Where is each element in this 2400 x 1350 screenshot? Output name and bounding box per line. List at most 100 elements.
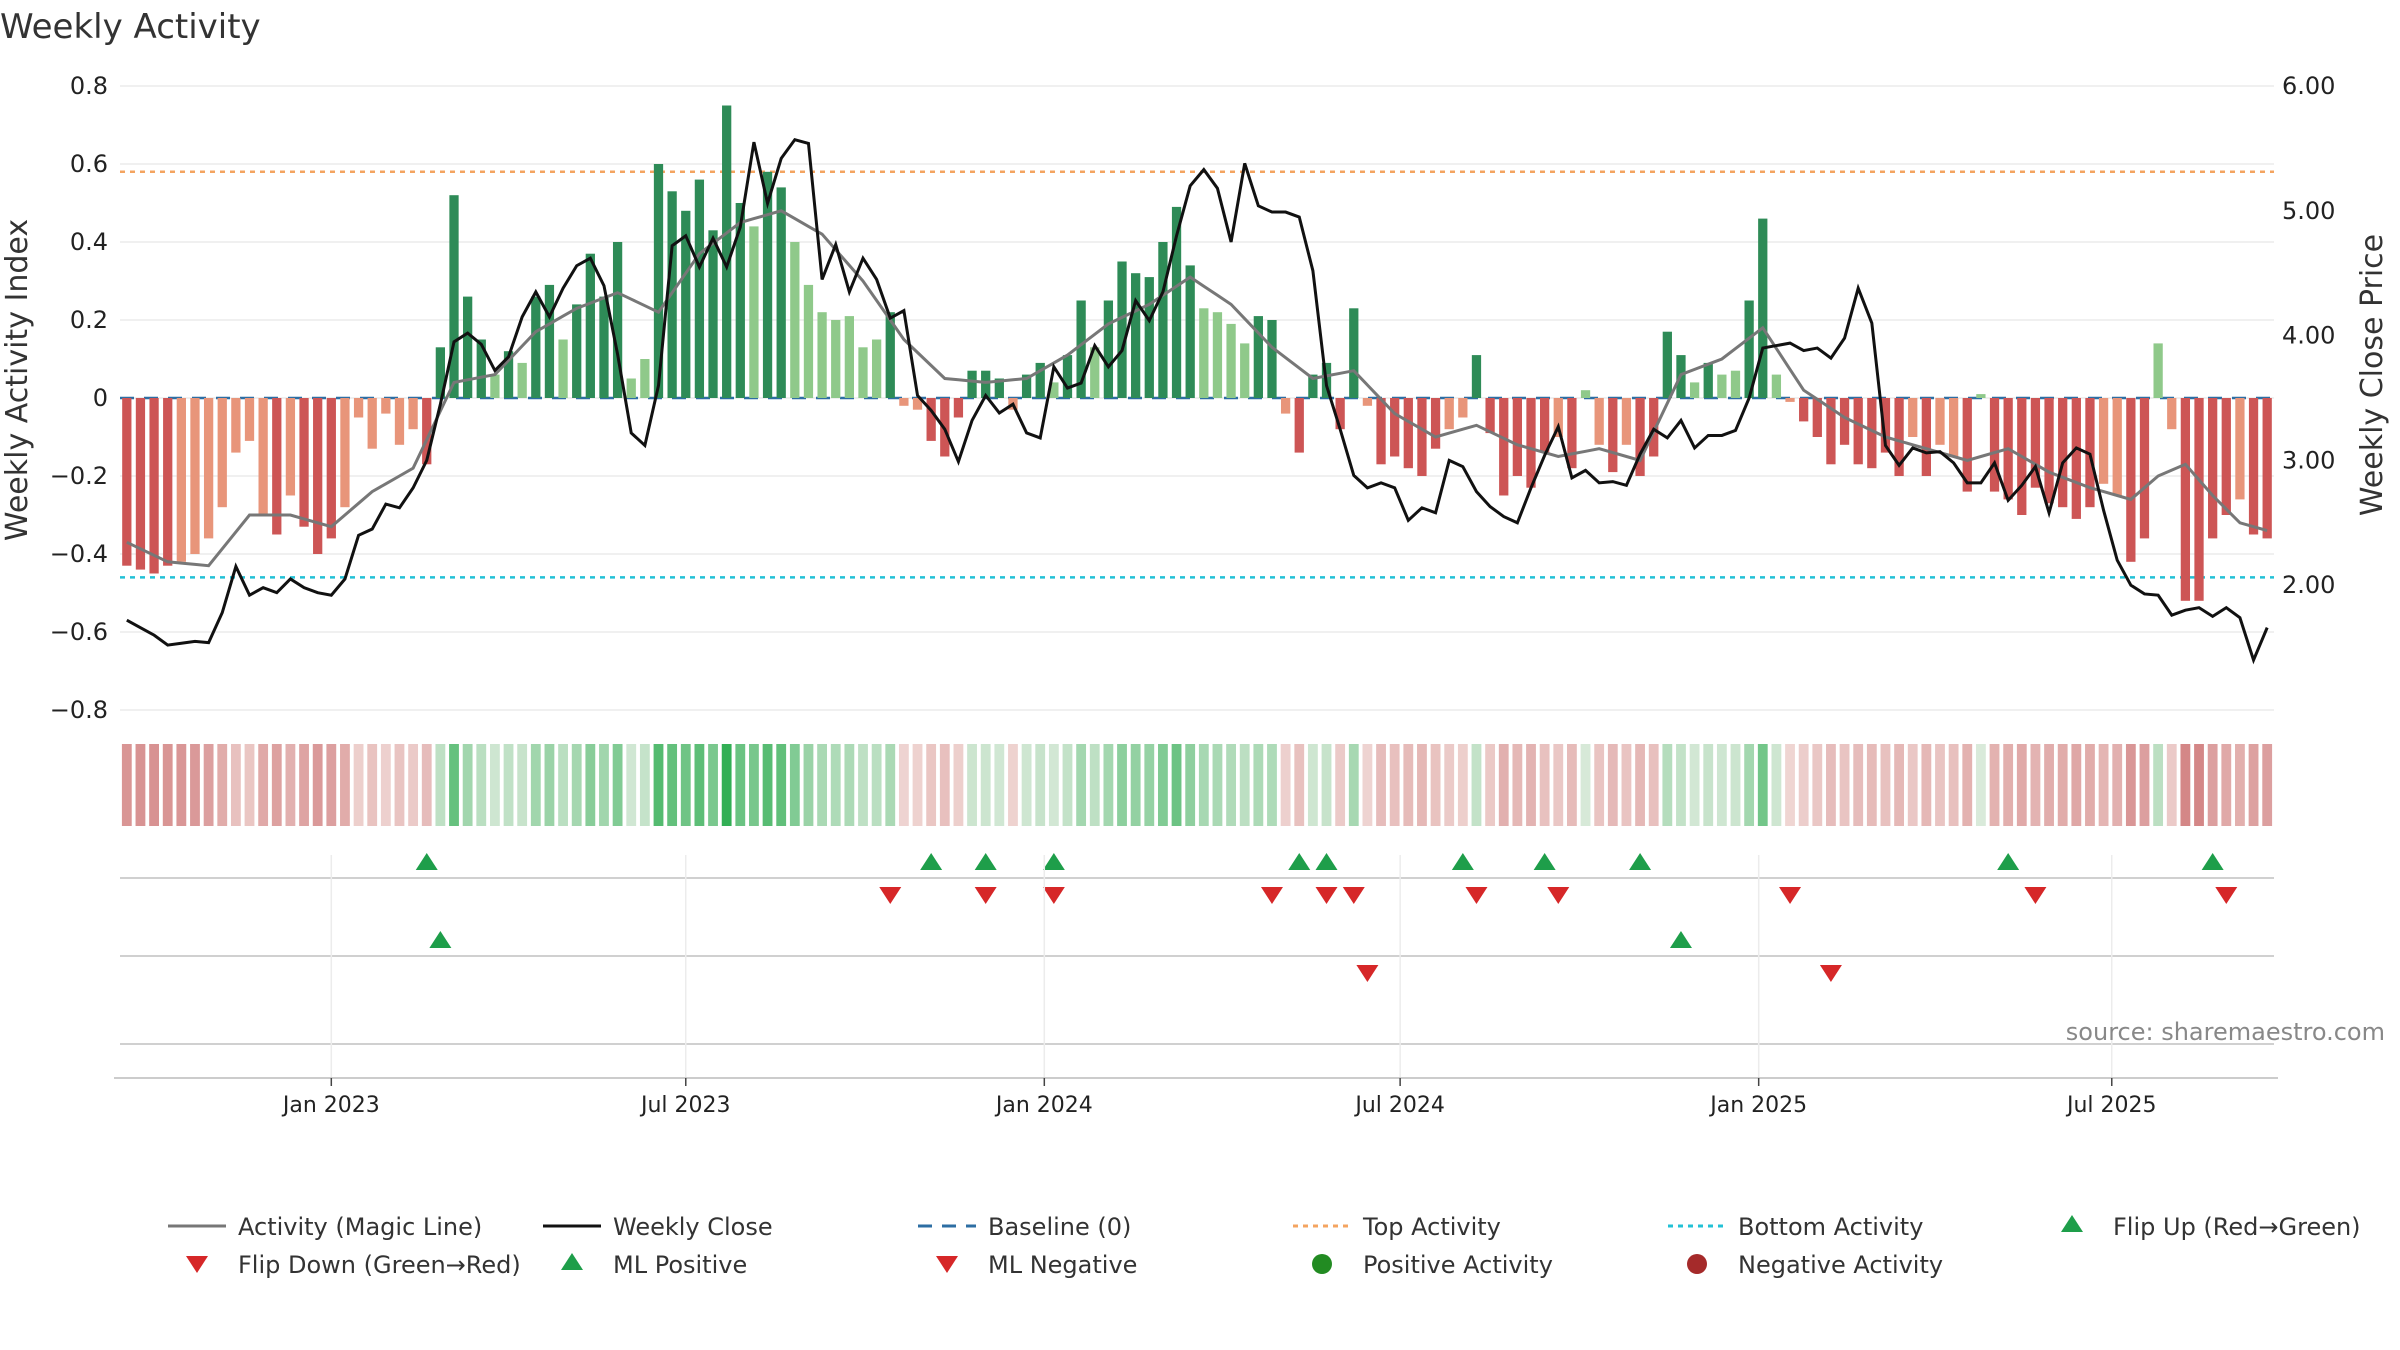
activity-bar: [722, 105, 732, 398]
activity-bar: [1103, 300, 1114, 398]
heat-strip-cell: [1935, 744, 1945, 826]
heat-strip-cell: [1294, 744, 1305, 826]
heat-strip-cell: [1144, 744, 1155, 826]
heat-strip-cell: [1362, 744, 1373, 826]
activity-bar: [640, 359, 650, 398]
flip-down-marker: [879, 887, 902, 904]
heat-strip-cell: [1526, 744, 1536, 826]
legend-label: Flip Down (Green→Red): [238, 1251, 521, 1279]
activity-bar: [1908, 398, 1918, 437]
heat-strip-cell: [1171, 744, 1182, 826]
activity-bar: [1649, 398, 1659, 457]
heat-strip-cell: [885, 744, 896, 826]
activity-bar: [1294, 398, 1304, 453]
activity-bar: [367, 398, 377, 449]
heat-strip-cell: [1130, 744, 1141, 826]
activity-bar: [1703, 362, 1713, 398]
heat-strip-cell: [190, 744, 200, 826]
activity-bar: [1526, 398, 1536, 488]
activity-bar: [2248, 398, 2259, 535]
heat-strip-cell: [2207, 744, 2218, 826]
legend-label: Positive Activity: [1363, 1251, 1553, 1279]
heat-strip-cell: [1744, 744, 1755, 826]
activity-bars: [122, 105, 2272, 601]
activity-bar: [1158, 242, 1168, 398]
heat-strip-cell: [2235, 744, 2245, 826]
activity-bar: [1608, 398, 1618, 473]
heat-strip-cell: [2166, 744, 2177, 826]
heat-strip-cell: [680, 744, 691, 826]
heat-strip-cell: [1975, 744, 1986, 826]
activity-bar: [1458, 398, 1468, 418]
y2-tick-label: 6.00: [2282, 72, 2335, 100]
heat-strip-cell: [340, 744, 350, 826]
activity-bar: [1253, 316, 1263, 398]
activity-bar: [326, 398, 336, 539]
activity-bar: [1744, 300, 1754, 398]
heat-strip-cell: [1648, 744, 1659, 826]
heat-strip-cell: [380, 744, 391, 826]
activity-bar: [1785, 398, 1795, 402]
legend-swatch: [2061, 1215, 2083, 1232]
heat-strip-cell: [612, 744, 623, 826]
legend-item-baseline: Baseline (0): [918, 1213, 1131, 1241]
heat-strip-cell: [2262, 744, 2273, 826]
activity-bar: [626, 378, 636, 398]
heat-strip-cell: [721, 744, 732, 826]
activity-bar: [381, 398, 391, 414]
y-axis-label: Weekly Activity Index: [0, 219, 35, 541]
activity-bar: [2221, 398, 2231, 515]
heat-strip-cell: [435, 744, 446, 826]
y-tick-label: 0: [93, 384, 108, 412]
flip-down-marker: [1342, 887, 1365, 904]
heat-strip-cell: [1498, 744, 1509, 826]
y2-tick-label: 3.00: [2282, 446, 2335, 474]
heat-strip-cell: [1430, 744, 1441, 826]
heat-strip-cell: [817, 744, 828, 826]
activity-bar: [762, 171, 773, 398]
activity-bar: [831, 320, 841, 398]
activity-bar: [122, 398, 132, 566]
ml-negative-marker: [1356, 965, 1379, 982]
activity-bar: [1062, 355, 1073, 398]
flip-down-marker: [2215, 887, 2238, 904]
activity-bar: [1117, 261, 1127, 398]
heat-strip-cell: [149, 744, 159, 826]
heat-strip-cell: [994, 744, 1005, 826]
heat-strip-cell: [2248, 744, 2259, 826]
activity-bar: [1512, 398, 1523, 476]
activity-bar: [1212, 312, 1223, 398]
chart-title: Weekly Activity: [0, 7, 261, 47]
legend-item-flipdown: Flip Down (Green→Red): [186, 1251, 521, 1279]
activity-bar: [871, 339, 882, 398]
heat-strip-cell: [639, 744, 650, 826]
x-tick-label: Jul 2024: [1353, 1093, 1445, 1118]
activity-bar: [1267, 320, 1277, 398]
heat-strip-cell: [121, 744, 132, 826]
activity-bar: [1430, 398, 1441, 449]
heat-strip-cell: [762, 744, 773, 826]
heat-strip-cell: [530, 744, 541, 826]
flip-up-marker: [415, 853, 438, 870]
series-lines: [126, 137, 2269, 665]
activity-bar: [599, 296, 609, 398]
heat-strip-cell: [789, 744, 800, 826]
activity-bar: [858, 347, 868, 398]
y2-tick-label: 2.00: [2282, 571, 2335, 599]
x-tick-label: Jul 2023: [639, 1093, 731, 1118]
activity-bar: [1812, 398, 1822, 437]
activity-bar: [694, 179, 705, 398]
heat-strip-cell: [1212, 744, 1223, 826]
y2-axis-label: Weekly Close Price: [2355, 234, 2390, 516]
flip-down-marker: [1547, 887, 1570, 904]
legend-label: Baseline (0): [988, 1213, 1131, 1241]
heat-strip-cell: [1457, 744, 1468, 826]
heat-strip-cell: [2057, 744, 2068, 826]
y2-tick-label: 4.00: [2282, 322, 2335, 350]
heat-strip-cell: [1226, 744, 1236, 826]
activity-bar: [1867, 398, 1877, 469]
heat-strip-cell: [2003, 744, 2014, 826]
heat-strip-cell: [1948, 744, 1959, 826]
heat-strip-cell: [1198, 744, 1209, 826]
heat-strip-cell: [1444, 744, 1455, 826]
